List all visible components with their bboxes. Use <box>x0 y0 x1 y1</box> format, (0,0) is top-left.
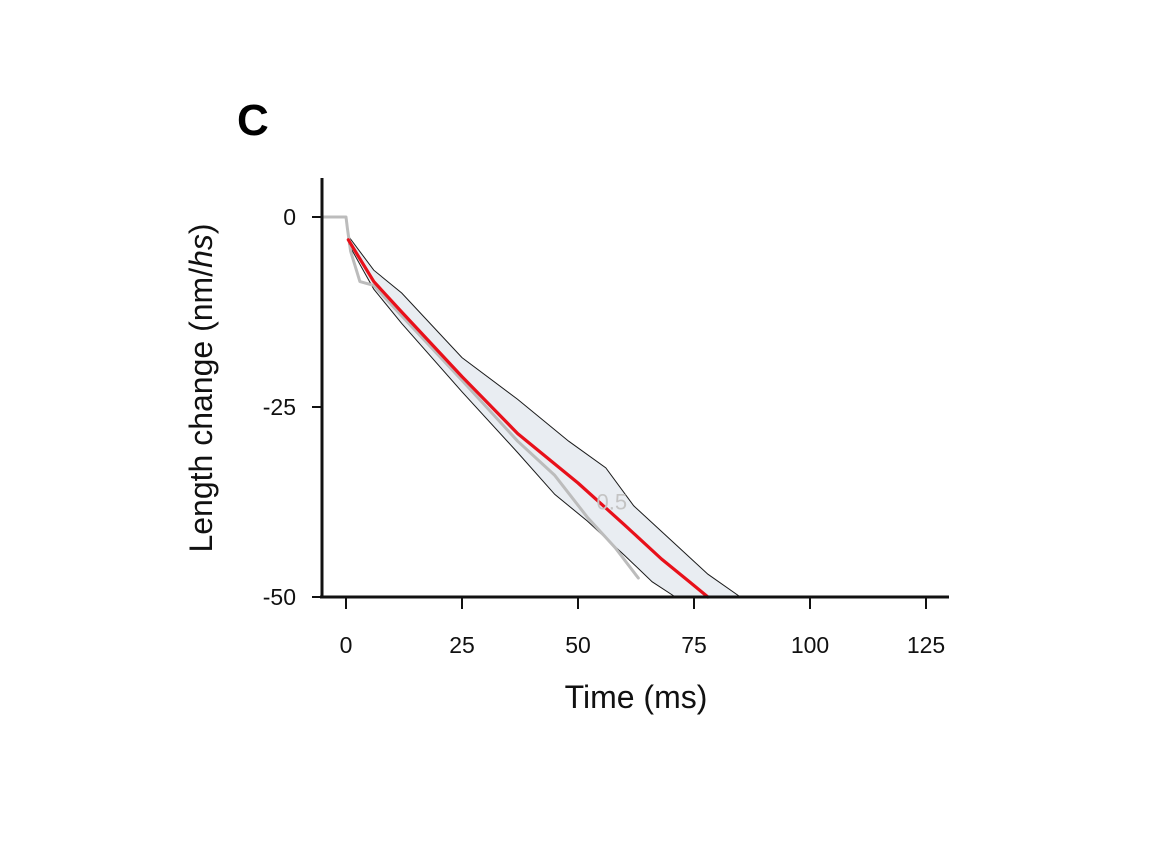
y-tick-label: -25 <box>263 394 296 420</box>
y-tick-label: -50 <box>263 584 296 610</box>
x-tick-label: 75 <box>681 632 707 658</box>
panel-label: C <box>237 96 269 145</box>
y-axis-title-main: Length change (nm/ <box>183 268 219 553</box>
x-tick-label: 125 <box>907 632 945 658</box>
series-layer <box>321 215 710 599</box>
y-ticks: 0 -25 -50 <box>263 204 322 610</box>
x-ticks: 0 25 50 75 100 125 <box>340 597 945 658</box>
y-tick-label: 0 <box>283 204 296 230</box>
error-band-layer <box>347 235 741 598</box>
error-band-upper-edge <box>347 235 741 598</box>
error-band-fill <box>348 236 741 597</box>
x-axis-title: Time (ms) <box>565 679 708 715</box>
y-axis-title: Length change (nm/hs) <box>183 223 219 552</box>
y-axis-title-italic: hs <box>183 234 219 268</box>
series-mean-line <box>346 238 710 599</box>
series-gray-trace-line <box>321 215 640 580</box>
x-tick-label: 0 <box>340 632 353 658</box>
y-axis-title-close: ) <box>183 223 219 234</box>
x-tick-label: 100 <box>791 632 829 658</box>
x-tick-label: 50 <box>565 632 591 658</box>
annotation-0-5: 0.5 <box>597 490 628 515</box>
error-band-lower-edge <box>347 243 676 598</box>
x-tick-label: 25 <box>449 632 475 658</box>
